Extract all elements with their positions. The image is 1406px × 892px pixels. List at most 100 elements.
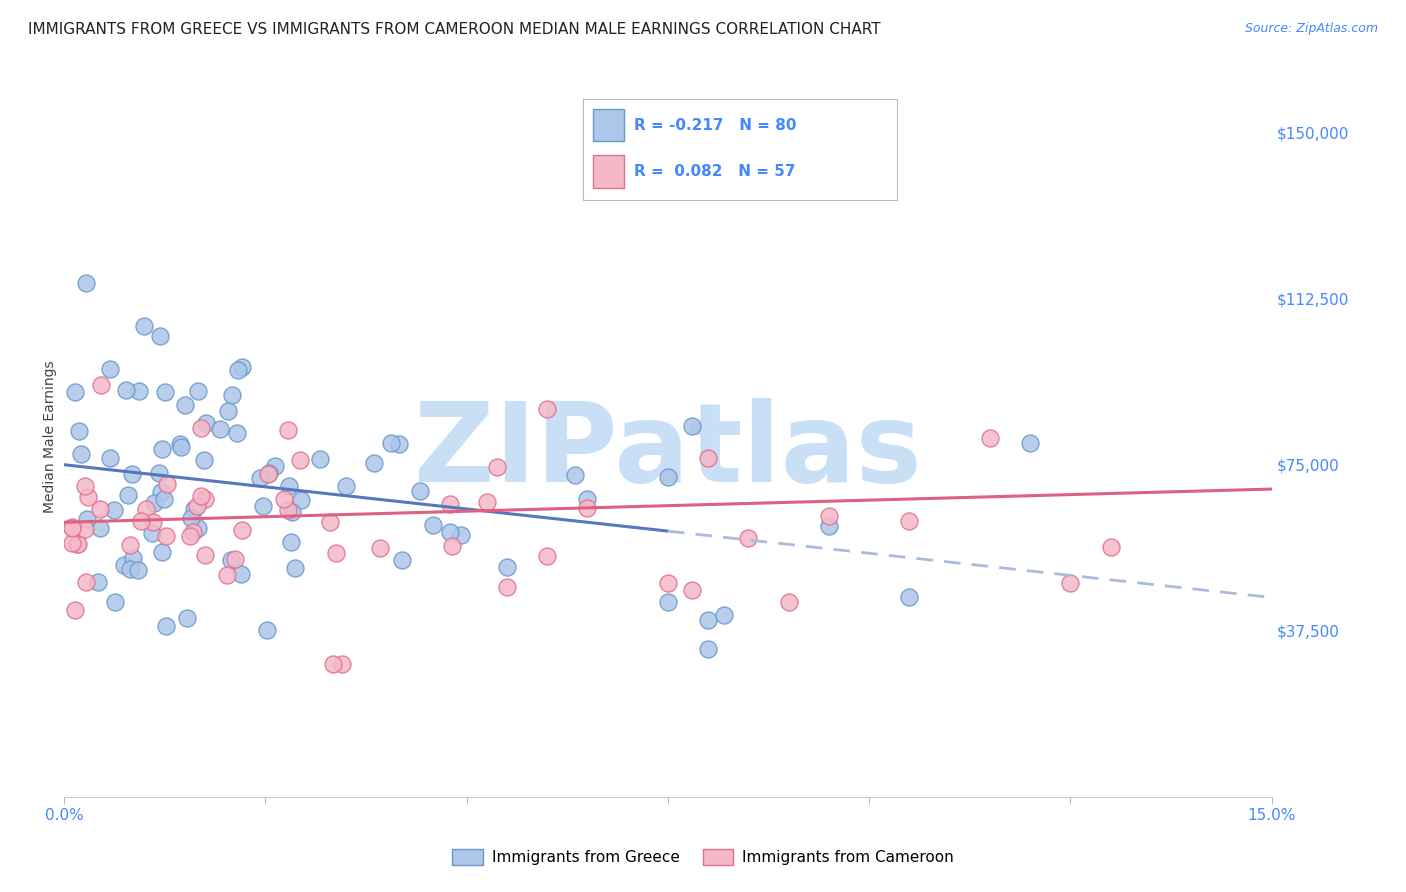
Point bbox=[190, 421, 212, 435]
Point bbox=[576, 492, 599, 507]
Point bbox=[391, 553, 413, 567]
Text: ZIPatlas: ZIPatlas bbox=[413, 398, 922, 505]
Point bbox=[495, 580, 517, 594]
Point bbox=[155, 529, 177, 543]
Point bbox=[89, 521, 111, 535]
Point bbox=[778, 594, 800, 608]
Point bbox=[817, 519, 839, 533]
Point bbox=[277, 423, 299, 437]
Point bbox=[104, 595, 127, 609]
Point bbox=[66, 537, 89, 551]
Point bbox=[63, 385, 86, 400]
Point bbox=[657, 470, 679, 484]
Point bbox=[120, 538, 142, 552]
Point bbox=[66, 537, 89, 551]
Point bbox=[156, 476, 179, 491]
Text: IMMIGRANTS FROM GREECE VS IMMIGRANTS FROM CAMEROON MEDIAN MALE EARNINGS CORRELAT: IMMIGRANTS FROM GREECE VS IMMIGRANTS FRO… bbox=[28, 22, 880, 37]
Point bbox=[117, 488, 139, 502]
Point bbox=[132, 318, 155, 333]
Point bbox=[193, 453, 215, 467]
Point bbox=[148, 466, 170, 480]
Point bbox=[485, 459, 508, 474]
Point bbox=[215, 567, 238, 582]
Point bbox=[439, 525, 461, 540]
Point bbox=[388, 437, 411, 451]
Point bbox=[181, 525, 204, 540]
Point bbox=[76, 512, 98, 526]
Point bbox=[368, 541, 391, 555]
Point bbox=[322, 657, 344, 671]
Point bbox=[190, 489, 212, 503]
Point bbox=[179, 529, 201, 543]
Point bbox=[325, 546, 347, 560]
Point bbox=[657, 576, 679, 591]
Point bbox=[979, 431, 1001, 445]
Point bbox=[120, 561, 142, 575]
Point bbox=[380, 436, 402, 450]
Point bbox=[135, 502, 157, 516]
Point bbox=[75, 276, 97, 290]
Point bbox=[60, 520, 83, 534]
Point bbox=[713, 608, 735, 623]
Point bbox=[87, 575, 110, 590]
Point bbox=[817, 509, 839, 524]
Point bbox=[290, 453, 312, 467]
Point bbox=[112, 558, 135, 573]
Point bbox=[898, 515, 921, 529]
Point bbox=[129, 514, 152, 528]
Point bbox=[221, 388, 243, 402]
Point bbox=[114, 383, 136, 397]
Point bbox=[209, 422, 232, 436]
Point bbox=[73, 523, 96, 537]
Point bbox=[90, 377, 112, 392]
Point bbox=[475, 495, 498, 509]
Point bbox=[681, 419, 703, 434]
Point bbox=[226, 426, 249, 441]
Point bbox=[173, 398, 195, 412]
Point bbox=[150, 485, 173, 500]
Point bbox=[657, 595, 679, 609]
Point bbox=[249, 471, 271, 485]
Point bbox=[1059, 575, 1081, 590]
Point bbox=[335, 479, 357, 493]
Point bbox=[98, 362, 121, 376]
Point bbox=[152, 442, 174, 456]
Point bbox=[737, 531, 759, 545]
Point bbox=[127, 563, 149, 577]
Point bbox=[330, 657, 353, 671]
Point bbox=[60, 521, 83, 535]
Point bbox=[681, 583, 703, 598]
Point bbox=[128, 384, 150, 398]
Point bbox=[252, 499, 274, 513]
Point bbox=[169, 437, 191, 451]
Point bbox=[409, 484, 432, 499]
Point bbox=[153, 492, 176, 507]
Text: Source: ZipAtlas.com: Source: ZipAtlas.com bbox=[1244, 22, 1378, 36]
Point bbox=[564, 468, 586, 483]
Point bbox=[697, 614, 720, 628]
Point bbox=[63, 603, 86, 617]
Point bbox=[98, 451, 121, 466]
Point bbox=[75, 575, 97, 590]
Point bbox=[187, 521, 209, 535]
Point bbox=[576, 500, 599, 515]
Point bbox=[231, 523, 253, 537]
Point bbox=[155, 619, 177, 633]
Point bbox=[256, 624, 278, 638]
Point bbox=[440, 539, 463, 553]
Point bbox=[224, 552, 246, 566]
Point bbox=[69, 424, 91, 438]
Point bbox=[284, 561, 307, 575]
Point bbox=[231, 359, 253, 374]
Point bbox=[280, 534, 302, 549]
Point bbox=[186, 500, 208, 514]
Point bbox=[273, 491, 295, 506]
Point bbox=[193, 549, 215, 563]
Point bbox=[229, 566, 252, 581]
Point bbox=[170, 441, 193, 455]
Point bbox=[308, 452, 330, 467]
Point bbox=[697, 450, 720, 465]
Point bbox=[183, 502, 205, 516]
Point bbox=[536, 549, 558, 563]
Point bbox=[256, 467, 278, 481]
